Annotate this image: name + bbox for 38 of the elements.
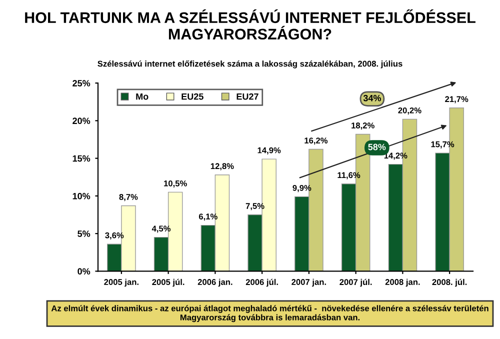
legend-label: EU27 (236, 93, 258, 100)
x-tick-label: 2007 jan. (292, 278, 326, 287)
data-label: 12,8% (210, 163, 234, 170)
legend-label: EU25 (182, 93, 204, 100)
y-tick-label: 20% (72, 118, 90, 124)
chart-subtitle: Szélessávú internet előfizetések száma a lakosság százalékában, 2008. július (98, 60, 402, 68)
text: Az elmúlt évek dinamikus - az európai átlagot meghaladó mértékű - növekedése ellenére a szélessáv területén Magyarország továbbra is lemaradásban van. (51, 305, 488, 322)
data-label: 15,7% (431, 141, 454, 148)
x-tick-label: 2007 júl. (340, 278, 372, 287)
data-label: 9,9% (292, 184, 312, 192)
legend-label: Mo (136, 93, 148, 100)
x-tick-label: 2006 jan. (198, 278, 232, 287)
data-label: 7,5% (246, 203, 264, 210)
y-tick-label: 15% (72, 155, 90, 162)
x-tick-label: 2005 jan. (104, 278, 138, 287)
data-label: 6,1% (198, 214, 218, 221)
y-tick-label: 0% (78, 268, 90, 275)
x-tick-label: 2005 júl. (152, 278, 184, 287)
data-label: 16,2% (304, 138, 328, 145)
chart-title: HOL TARTUNK MA A SZÉLESSÁVÚ INTERNET FEJLŐDÉSSEL MAGYARORSZÁGON? (25, 9, 476, 40)
data-label: 14,9% (258, 147, 281, 154)
y-tick-label: 5% (78, 230, 90, 237)
x-tick-label: 2008 jan. (385, 278, 420, 287)
data-label: 4,5% (152, 226, 171, 233)
y-tick-label: 10% (72, 192, 90, 200)
data-label: 10,5% (164, 180, 187, 188)
data-label: 11,6% (338, 172, 360, 180)
data-label: 21,7% (445, 96, 468, 104)
annotation: 58% (368, 144, 386, 150)
data-label: 3,6% (105, 232, 124, 240)
x-tick-label: 2006 júl. (246, 278, 278, 287)
data-label: 18,2% (352, 122, 374, 130)
data-label: 14,2% (384, 152, 408, 160)
annotation: 34% (363, 94, 382, 102)
data-label: 20,2% (398, 107, 422, 115)
y-tick-label: 25% (72, 80, 90, 86)
data-label: 8,7% (119, 194, 138, 202)
x-tick-label: 2008. júl. (432, 278, 467, 287)
